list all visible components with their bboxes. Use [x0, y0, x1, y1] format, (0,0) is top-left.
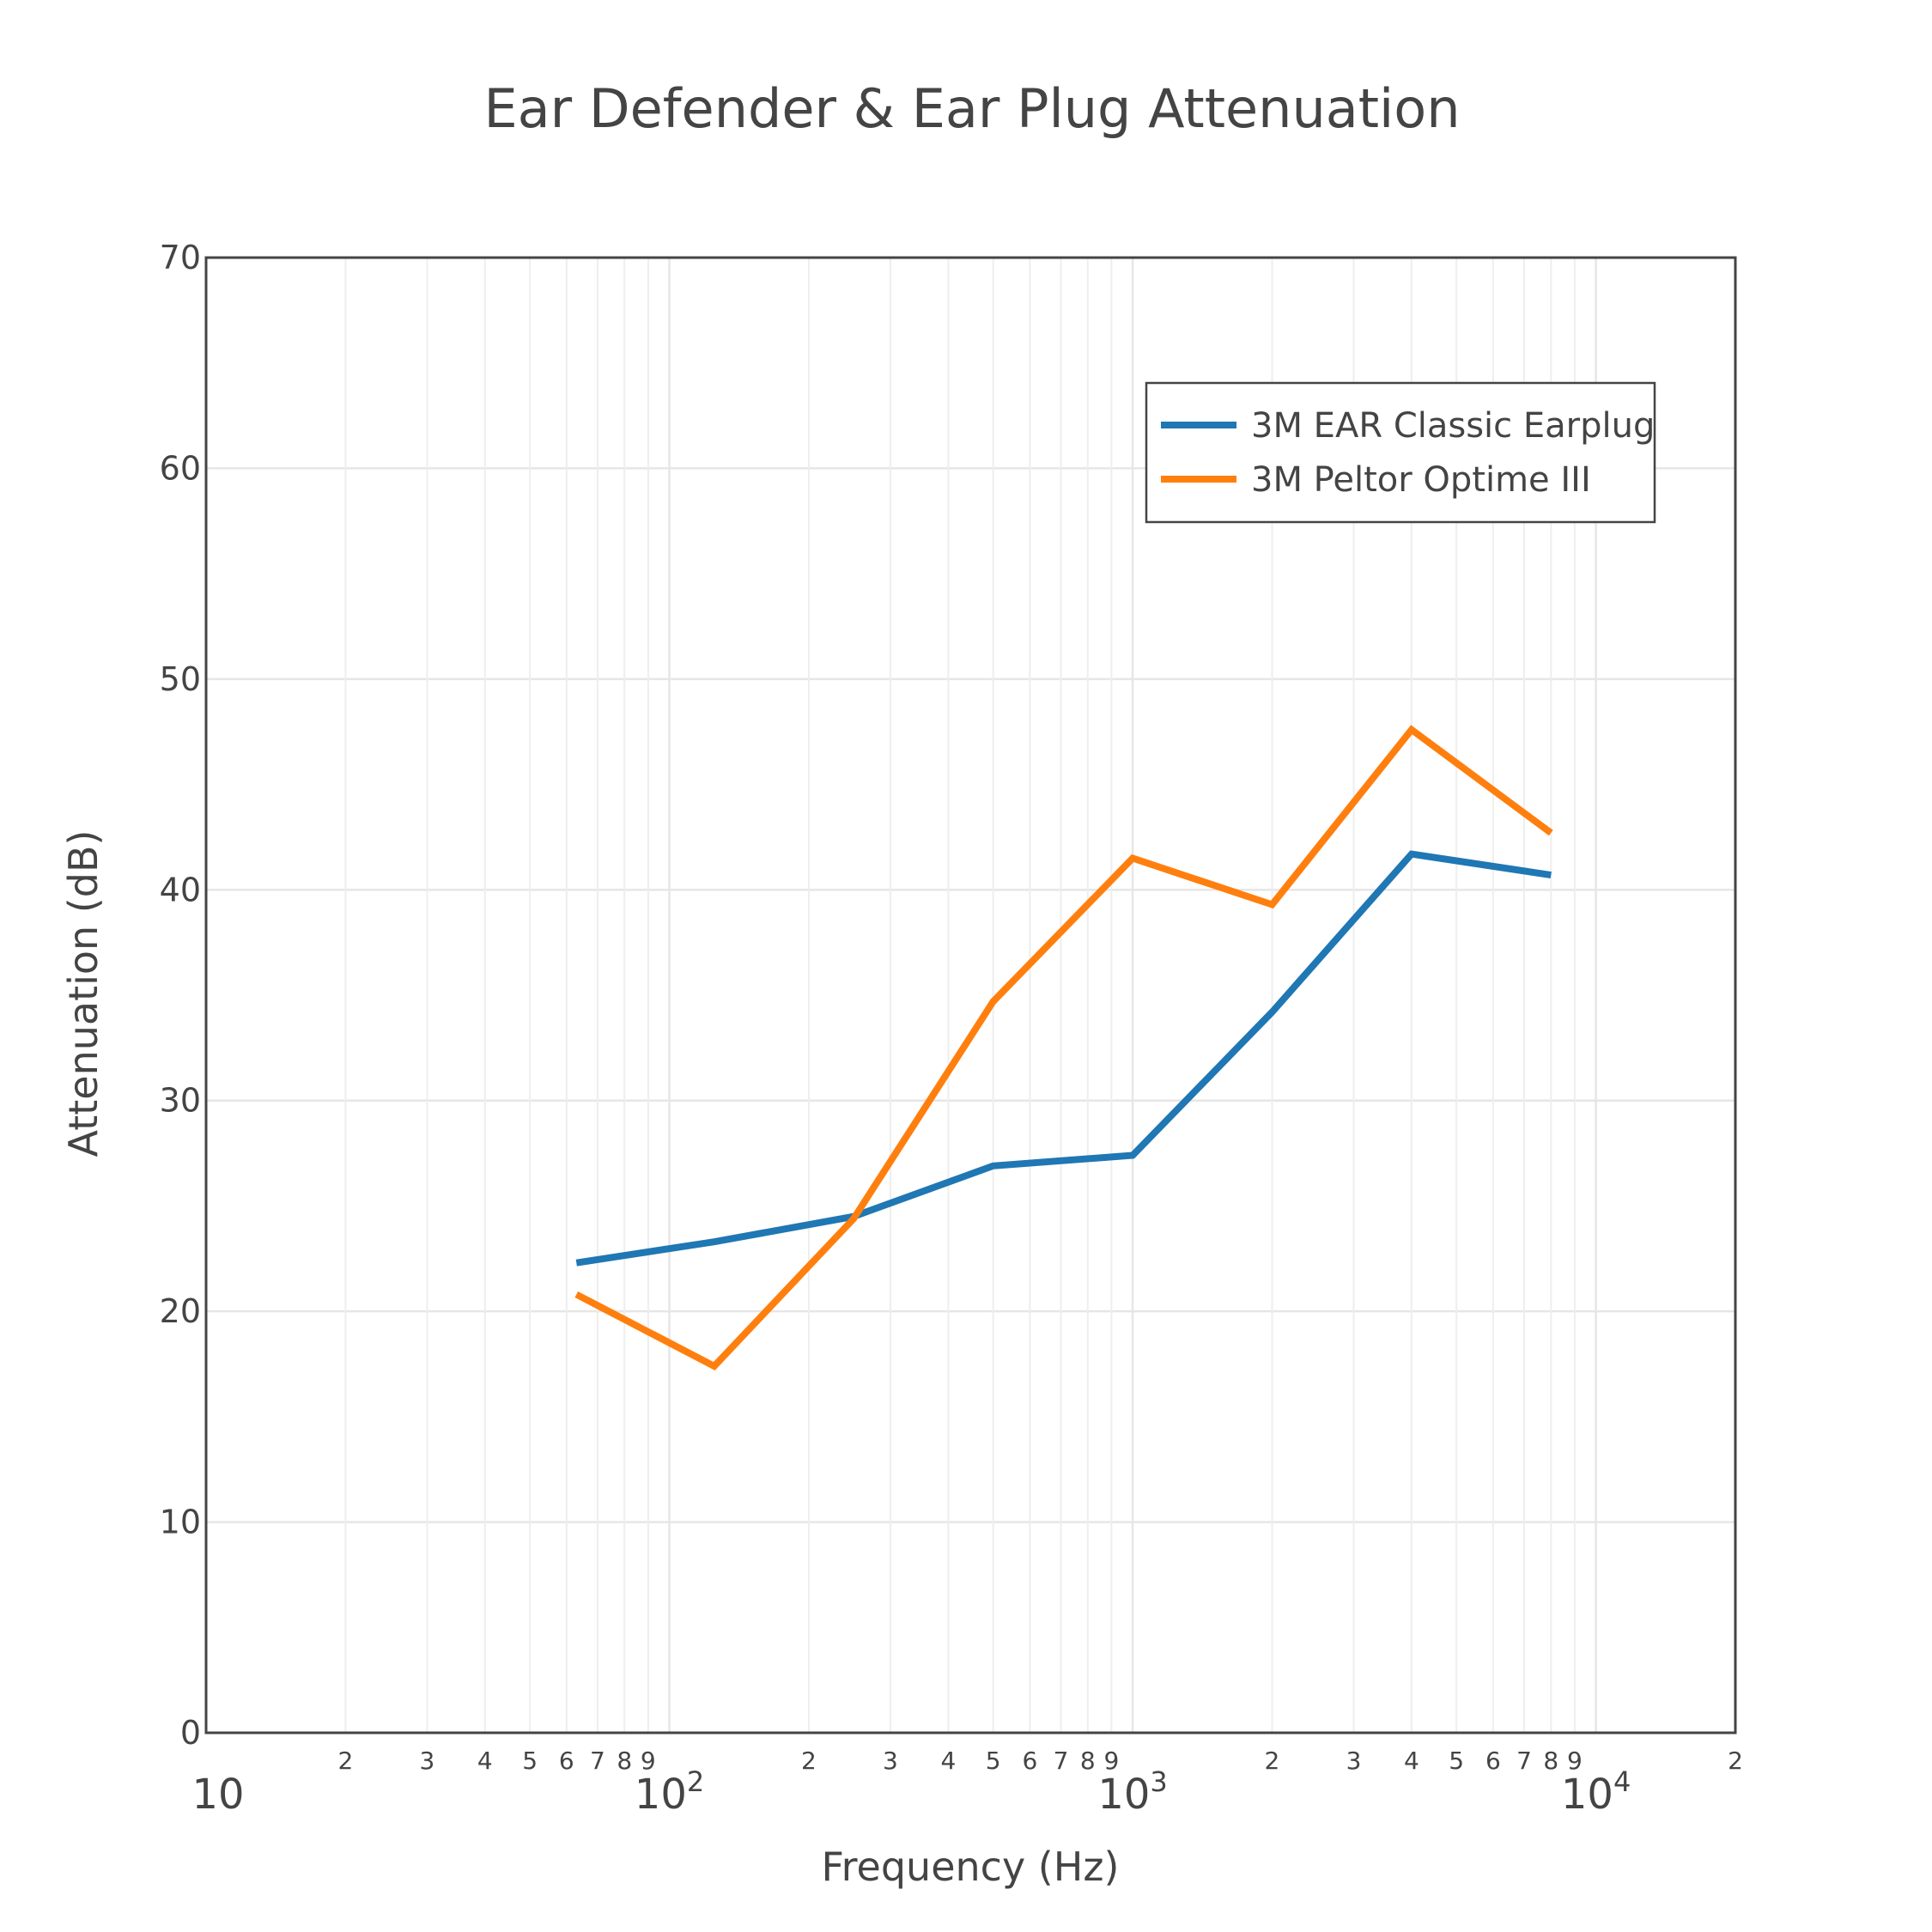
legend-box: [1145, 381, 1656, 524]
x-tick-label-minor: 9: [641, 1747, 656, 1775]
y-tick-label: 0: [180, 1714, 201, 1752]
plot-frame: [204, 256, 1737, 1735]
x-tick-label-minor: 9: [1567, 1747, 1583, 1775]
y-tick-label: 30: [160, 1082, 201, 1120]
x-tick-label-minor: 8: [1080, 1747, 1096, 1775]
x-tick-base: 10: [1561, 1771, 1613, 1819]
x-tick-label-major: 103: [1097, 1765, 1167, 1819]
x-tick-label-minor: 2: [338, 1747, 354, 1775]
series-line-1: [575, 850, 1552, 1267]
chart-title: Ear Defender & Ear Plug Attenuation: [483, 77, 1460, 140]
legend-label-series-2: 3M Peltor Optime III: [1251, 460, 1591, 500]
y-axis-ticks: 0 10 20 30 40 50 60 70: [160, 239, 201, 1752]
x-tick-label-minor: 3: [1346, 1747, 1362, 1775]
x-tick-label-minor: 2: [1265, 1747, 1280, 1775]
x-tick-base: 10: [635, 1771, 687, 1819]
x-tick-label-minor: 3: [420, 1747, 435, 1775]
x-tick-label-minor: 2: [1728, 1747, 1743, 1775]
x-tick-label-minor: 6: [1022, 1747, 1037, 1775]
x-tick-label-minor: 8: [1543, 1747, 1558, 1775]
x-tick-base: 10: [1097, 1771, 1150, 1819]
x-tick-label-major: 102: [635, 1765, 704, 1819]
x-tick-label-major: 10: [191, 1771, 244, 1819]
y-tick-label: 20: [160, 1292, 201, 1330]
y-tick-label: 50: [160, 660, 201, 698]
x-tick-label-minor: 7: [590, 1747, 605, 1775]
x-tick-label-minor: 7: [1516, 1747, 1532, 1775]
x-tick-label-minor: 5: [1449, 1747, 1464, 1775]
x-tick-label-minor: 6: [559, 1747, 574, 1775]
y-tick-label: 40: [160, 871, 201, 908]
x-tick-label-minor: 2: [801, 1747, 817, 1775]
x-tick-label-minor: 8: [617, 1747, 632, 1775]
x-tick-exponent: 4: [1613, 1765, 1631, 1798]
grid-lines: [206, 258, 1735, 1733]
x-tick-label-minor: 6: [1485, 1747, 1501, 1775]
series-line-2: [574, 725, 1553, 1370]
x-tick-exponent: 2: [687, 1765, 704, 1798]
x-tick-label-minor: 3: [883, 1747, 898, 1775]
x-tick-exponent: 3: [1150, 1765, 1167, 1798]
y-axis-title: Attenuation (dB): [60, 830, 106, 1157]
legend-label-series-1: 3M EAR Classic Earplug: [1251, 406, 1655, 446]
y-tick-label: 10: [160, 1504, 201, 1541]
x-tick-base: 10: [191, 1771, 244, 1819]
x-tick-label-minor: 9: [1103, 1747, 1119, 1775]
y-tick-label: 70: [160, 239, 201, 276]
y-tick-label: 60: [160, 449, 201, 487]
x-tick-label-minor: 5: [986, 1747, 1001, 1775]
x-tick-label-minor: 4: [477, 1747, 493, 1775]
x-tick-label-major: 104: [1561, 1765, 1631, 1819]
x-tick-label-minor: 5: [522, 1747, 538, 1775]
x-tick-label-minor: 4: [1404, 1747, 1419, 1775]
series-lines: [574, 725, 1553, 1370]
x-tick-label-minor: 4: [940, 1747, 956, 1775]
x-tick-label-minor: 7: [1054, 1747, 1069, 1775]
legend: 3M EAR Classic Earplug 3M Peltor Optime …: [1145, 381, 1656, 524]
x-axis-title: Frequency (Hz): [822, 1844, 1120, 1890]
